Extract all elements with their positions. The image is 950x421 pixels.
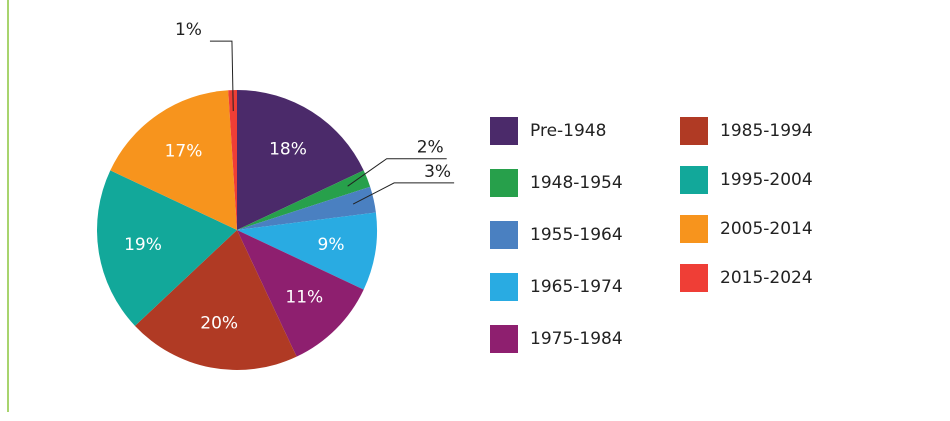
legend-label: 1965-1974 [530,277,623,297]
legend-swatch [680,215,708,243]
leader-line [352,182,455,205]
legend-label: Pre-1948 [530,121,606,141]
slice-label: 18% [269,140,307,160]
pie-slice [237,186,376,230]
legend-swatch [680,264,708,292]
slice-label: 17% [165,141,203,161]
slice-label: 2% [417,138,444,158]
legend-label: 2015-2024 [720,268,813,288]
slice-label: 1% [175,20,202,40]
pie-slice [96,170,237,326]
legend-swatch [490,117,518,145]
pie-slice [237,230,364,357]
legend-swatch [490,221,518,249]
legend-swatch [680,166,708,194]
pie-slice [237,170,371,230]
slice-label: 20% [200,314,238,334]
legend-swatch [490,273,518,301]
legend-swatch [680,117,708,145]
slice-label: 9% [318,235,345,255]
legend-label: 1948-1954 [530,173,623,193]
pie-slice [237,212,377,290]
pie-slice [134,230,297,371]
pie-slice [237,90,364,230]
pie-slice [110,90,237,230]
pie-slice [228,90,237,230]
leader-line [347,158,447,187]
slice-label: 19% [124,235,162,255]
legend-label: 1995-2004 [720,170,813,190]
slice-label: 3% [424,162,451,182]
legend-label: 1955-1964 [530,225,623,245]
legend-swatch [490,325,518,353]
legend-label: 1985-1994 [720,121,813,141]
legend-label: 2005-2014 [720,219,813,239]
legend-label: 1975-1984 [530,329,623,349]
leader-line [209,40,234,112]
slice-label: 11% [285,287,323,307]
legend-swatch [490,169,518,197]
